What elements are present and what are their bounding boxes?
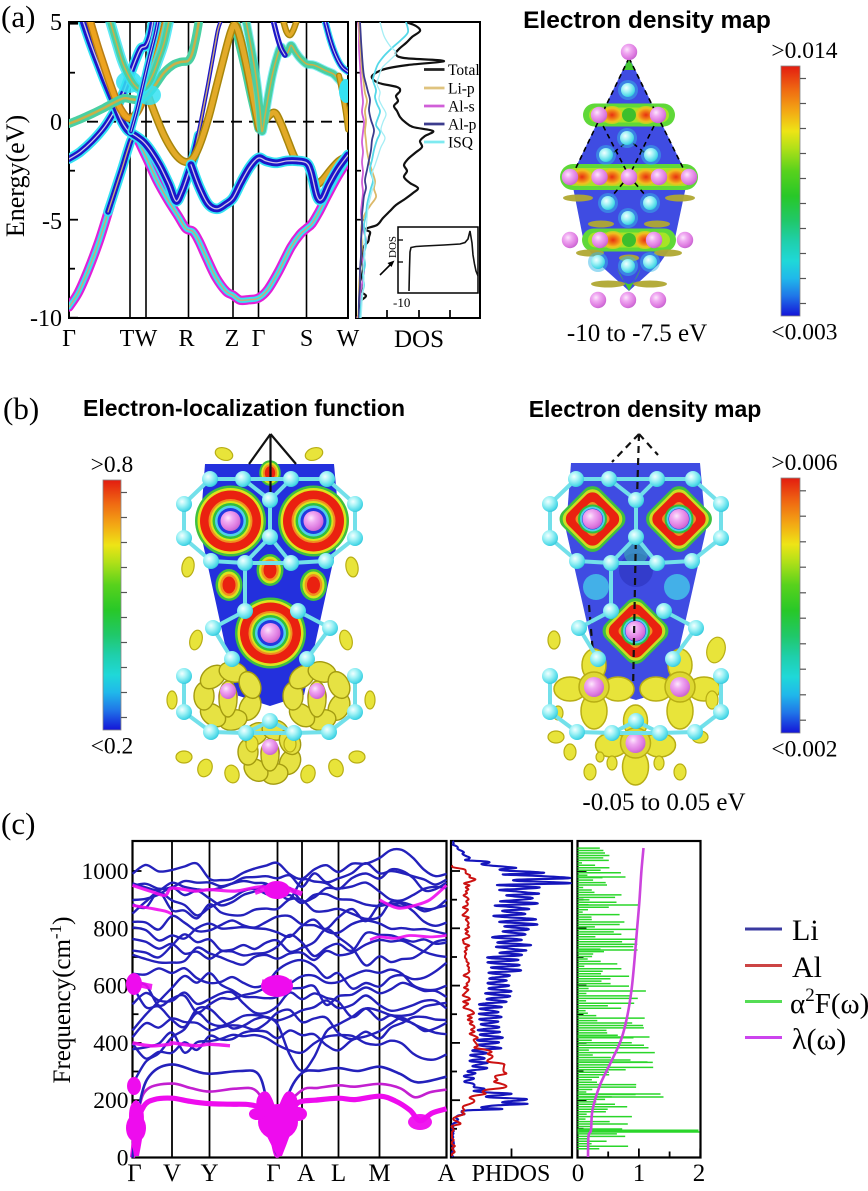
svg-text:Total: Total [448,62,480,79]
svg-text:-10: -10 [393,295,410,310]
svg-text:-10: -10 [30,306,62,332]
svg-text:Electron-localization function: Electron-localization function [83,395,405,421]
svg-text:-0.05 to 0.05 eV: -0.05 to 0.05 eV [582,789,745,816]
svg-text:V: V [163,1160,181,1186]
svg-text:Z: Z [225,326,240,352]
svg-text:Γ: Γ [252,326,266,352]
svg-text:W: W [135,326,158,352]
svg-text:Li-p: Li-p [448,81,475,98]
svg-text:(c): (c) [1,806,35,841]
svg-text:<0.003: <0.003 [771,320,837,346]
svg-text:T: T [120,326,135,352]
svg-text:Γ: Γ [127,1160,141,1186]
svg-text:R: R [178,326,194,352]
svg-text:M: M [368,1160,390,1186]
svg-text:1000: 1000 [82,859,129,885]
svg-text:Li: Li [792,914,819,947]
svg-text:Al: Al [792,951,822,984]
svg-text:λ(ω): λ(ω) [792,1023,846,1056]
svg-text:PHDOS: PHDOS [472,1161,551,1186]
svg-text:DOS: DOS [394,326,444,353]
svg-text:0: 0 [50,110,62,136]
svg-text:400: 400 [93,1031,128,1057]
svg-text:DOS: DOS [387,236,399,258]
svg-text:Electron density map: Electron density map [529,396,762,422]
svg-text:2: 2 [693,1160,706,1186]
svg-text:ISQ: ISQ [448,135,473,152]
svg-text:A: A [297,1160,315,1186]
svg-text:W: W [337,326,360,352]
svg-text:>0.014: >0.014 [771,38,837,64]
svg-text:S: S [300,326,313,352]
svg-text:600: 600 [93,974,128,1000]
svg-text:1: 1 [633,1160,646,1186]
svg-text:α2F(ω): α2F(ω) [790,985,868,1020]
svg-text:Energy(eV): Energy(eV) [1,115,30,237]
svg-text:0: 0 [572,1160,585,1186]
svg-text:<0.002: <0.002 [771,737,837,763]
svg-text:5: 5 [50,10,62,36]
svg-text:Electron density map: Electron density map [523,7,771,34]
svg-text:0: 0 [117,1146,129,1172]
svg-text:(a): (a) [1,0,35,34]
svg-text:>0.006: >0.006 [771,450,837,476]
svg-text:<0.2: <0.2 [91,734,134,760]
svg-text:Γ: Γ [266,1160,280,1186]
svg-text:(b): (b) [3,391,39,426]
svg-text:Y: Y [200,1160,218,1186]
svg-text:200: 200 [93,1088,128,1114]
svg-text:Γ: Γ [62,326,76,352]
svg-text:Al-s: Al-s [448,99,475,116]
svg-text:800: 800 [93,916,128,942]
svg-text:L: L [331,1160,346,1186]
svg-text:-5: -5 [42,209,62,235]
svg-text:-10 to -7.5 eV: -10 to -7.5 eV [567,320,707,347]
svg-text:Frequency(cm-1): Frequency(cm-1) [46,917,76,1084]
svg-text:A: A [437,1160,455,1186]
svg-text:Al-p: Al-p [448,117,477,134]
svg-text:>0.8: >0.8 [91,452,134,478]
